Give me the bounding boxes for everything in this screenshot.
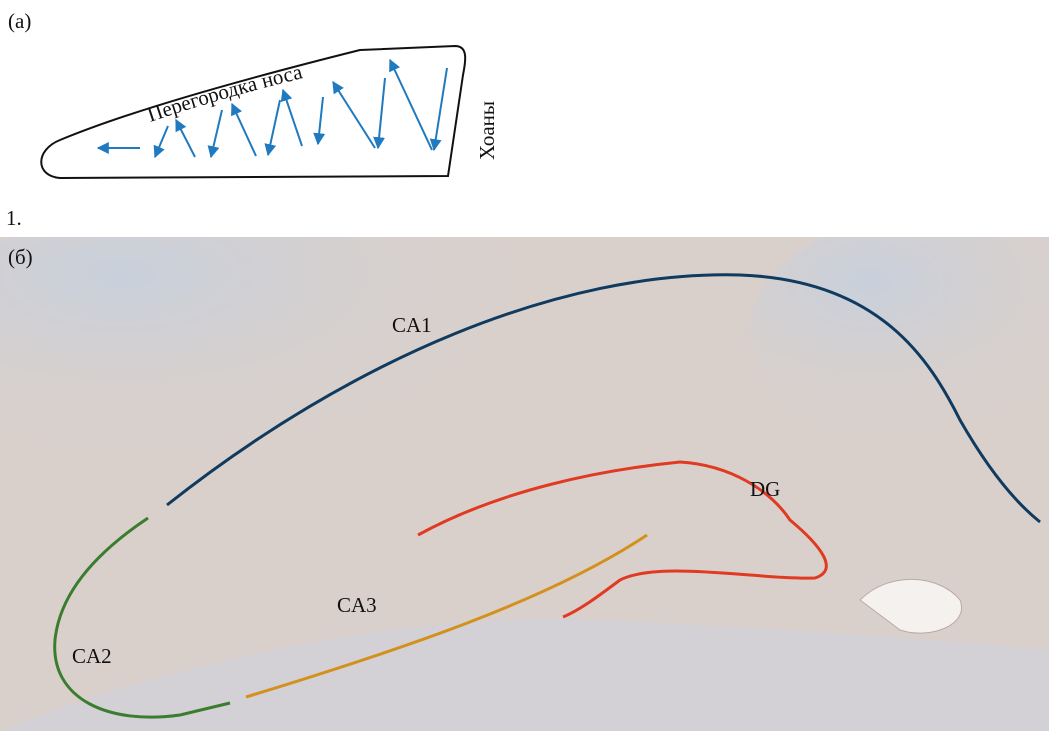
panel-label: (б): [8, 245, 33, 269]
region-label: CA2: [72, 644, 112, 668]
figure: (а) Перегородка носа Хоаны 1. (б) CA1 DG…: [0, 0, 1049, 731]
choanae-label: Хоаны: [475, 101, 499, 160]
panel-label: (а): [8, 9, 31, 33]
figure-number: 1.: [6, 206, 22, 230]
septum-label-path: Перегородка носа: [144, 59, 305, 126]
septum-label: Перегородка носа: [144, 59, 305, 126]
region-label: DG: [750, 477, 780, 501]
nasal-cavity-outline: [41, 46, 465, 178]
histology-image: [0, 190, 1049, 731]
region-label: CA3: [337, 593, 377, 617]
region-label: CA1: [392, 313, 432, 337]
